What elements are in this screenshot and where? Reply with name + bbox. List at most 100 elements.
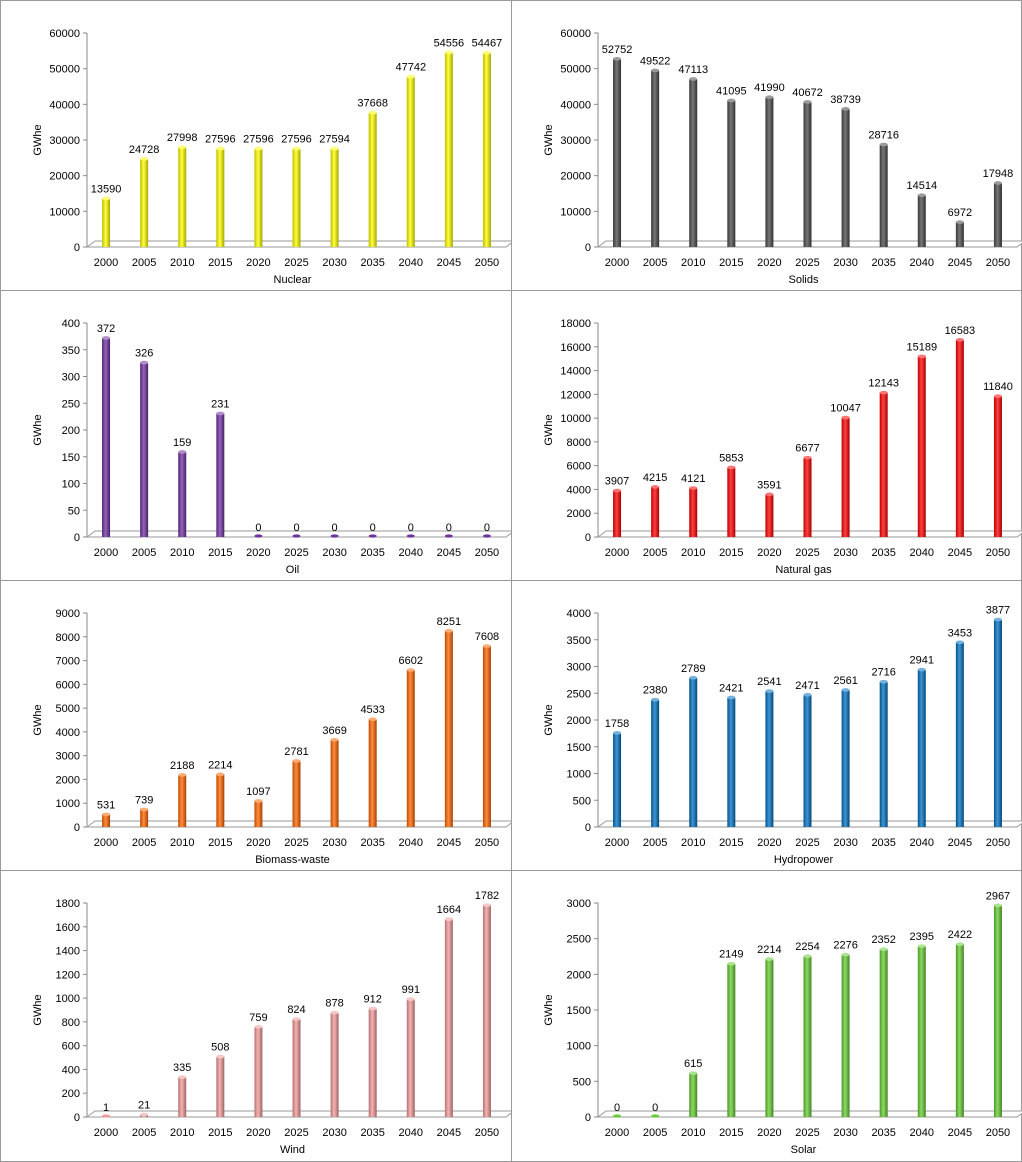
bar-top-2005: [140, 1112, 149, 1117]
y-tick-label: 1000: [56, 798, 80, 810]
chart-svg: 0 500 1000 1500 2000 2500 3000 GWhe 0 2000 0 2005 61…: [543, 890, 1022, 1156]
bar-top-2010: [178, 145, 187, 149]
data-label: 2541: [757, 676, 781, 688]
bar-top-2035: [368, 1006, 377, 1011]
bar-top-2035: [879, 947, 888, 952]
bar-2010: [178, 451, 187, 537]
data-label: 0: [652, 1102, 658, 1114]
x-tick-label: 2040: [910, 1127, 934, 1139]
bar-2010: [689, 78, 698, 248]
data-label: 16583: [945, 325, 976, 337]
x-tick-label: 2010: [681, 1127, 705, 1139]
bar-top-2050: [993, 181, 1002, 185]
chart-panel-solar: 0 500 1000 1500 2000 2500 3000 GWhe 0 2000 0 2005 61…: [511, 870, 1022, 1162]
y-axis-label: GWhe: [32, 414, 44, 445]
data-label: 159: [173, 437, 191, 449]
x-tick-label: 2040: [399, 547, 423, 559]
bar-top-2015: [216, 146, 225, 151]
bar-top-2040: [406, 668, 415, 672]
data-label: 24728: [129, 144, 160, 156]
bar-top-2025: [803, 100, 812, 104]
bar-2005: [140, 809, 149, 827]
chart-svg: 0 500 1000 1500 2000 2500 3000 3500 4000 GWhe 1758…: [543, 605, 1022, 866]
data-label: 27596: [243, 134, 274, 146]
bar-2035: [368, 719, 377, 827]
bar-2045: [955, 222, 964, 247]
x-tick-label: 2045: [948, 257, 972, 269]
y-axis-label: GWhe: [32, 124, 44, 155]
x-axis-label: Hydropower: [774, 854, 834, 866]
bar-top-2020: [254, 1024, 263, 1029]
x-tick-label: 2035: [360, 1127, 384, 1139]
data-label: 21: [138, 1100, 150, 1112]
y-tick-label: 60000: [49, 28, 80, 40]
x-tick-label: 2000: [605, 257, 629, 269]
data-label: 41990: [754, 82, 785, 94]
bar-top-2000: [613, 57, 622, 61]
bar-2030: [841, 108, 850, 247]
y-tick-label: 12000: [560, 389, 591, 401]
x-axis-label: Oil: [286, 564, 299, 576]
x-tick-label: 2050: [475, 257, 499, 269]
data-label: 8251: [437, 616, 461, 628]
data-label: 531: [97, 799, 115, 811]
x-tick-label: 2030: [833, 837, 857, 849]
bar-top-2025: [803, 693, 812, 697]
bar-top-2050: [993, 394, 1002, 399]
x-tick-label: 2035: [360, 547, 384, 559]
bar-2035: [368, 534, 377, 538]
bar-top-2035: [879, 142, 888, 147]
x-tick-label: 2005: [132, 837, 156, 849]
x-tick-label: 2035: [871, 1127, 895, 1139]
bar-2010: [178, 774, 187, 827]
bar-2010: [689, 677, 698, 827]
data-label: 54467: [472, 38, 503, 50]
bar-2030: [841, 417, 850, 537]
x-tick-label: 2005: [132, 547, 156, 559]
data-label: 15189: [906, 341, 937, 353]
chart-panel-biomass-waste: 0 1000 2000 3000 4000 5000 6000 7000 8000 9000 GWh…: [0, 580, 512, 871]
bar-2050: [993, 396, 1002, 537]
x-tick-label: 2045: [437, 837, 461, 849]
x-tick-label: 2005: [643, 257, 667, 269]
x-tick-label: 2035: [360, 837, 384, 849]
x-tick-label: 2040: [399, 1127, 423, 1139]
bar-top-2025: [292, 1017, 301, 1021]
y-tick-label: 8000: [567, 437, 591, 449]
x-tick-label: 2020: [246, 257, 270, 269]
data-label: 40672: [792, 87, 823, 99]
bar-2020: [254, 1026, 263, 1117]
bar-2030: [841, 954, 850, 1117]
y-axis-label: GWhe: [32, 704, 44, 735]
y-tick-label: 30000: [560, 135, 591, 147]
x-tick-label: 2030: [833, 1127, 857, 1139]
bar-2015: [727, 100, 736, 248]
data-label: 0: [370, 522, 376, 534]
bar-2040: [406, 670, 415, 827]
x-tick-label: 2050: [475, 1127, 499, 1139]
x-axis-label: Natural gas: [775, 564, 832, 576]
bar-top-2010: [689, 77, 698, 81]
y-tick-label: 10000: [49, 206, 80, 218]
bar-top-2030: [841, 688, 850, 692]
bar-2020: [765, 959, 774, 1117]
x-tick-label: 2025: [795, 257, 819, 269]
x-tick-label: 2015: [208, 257, 232, 269]
x-tick-label: 2015: [208, 1127, 232, 1139]
data-label: 27596: [281, 134, 312, 146]
y-tick-label: 50: [68, 505, 80, 517]
bar-top-2025: [292, 759, 301, 763]
bar-top-2045: [444, 917, 453, 921]
x-tick-label: 2035: [360, 257, 384, 269]
data-label: 759: [249, 1012, 267, 1024]
data-label: 28716: [868, 130, 899, 142]
bar-top-2020: [765, 957, 774, 961]
y-tick-label: 1600: [56, 922, 80, 934]
bar-2030: [330, 148, 339, 247]
y-tick-label: 50000: [49, 64, 80, 76]
bar-2020: [765, 691, 774, 827]
bar-2040: [406, 999, 415, 1117]
bar-2010: [178, 147, 187, 247]
bar-top-2035: [368, 110, 377, 115]
